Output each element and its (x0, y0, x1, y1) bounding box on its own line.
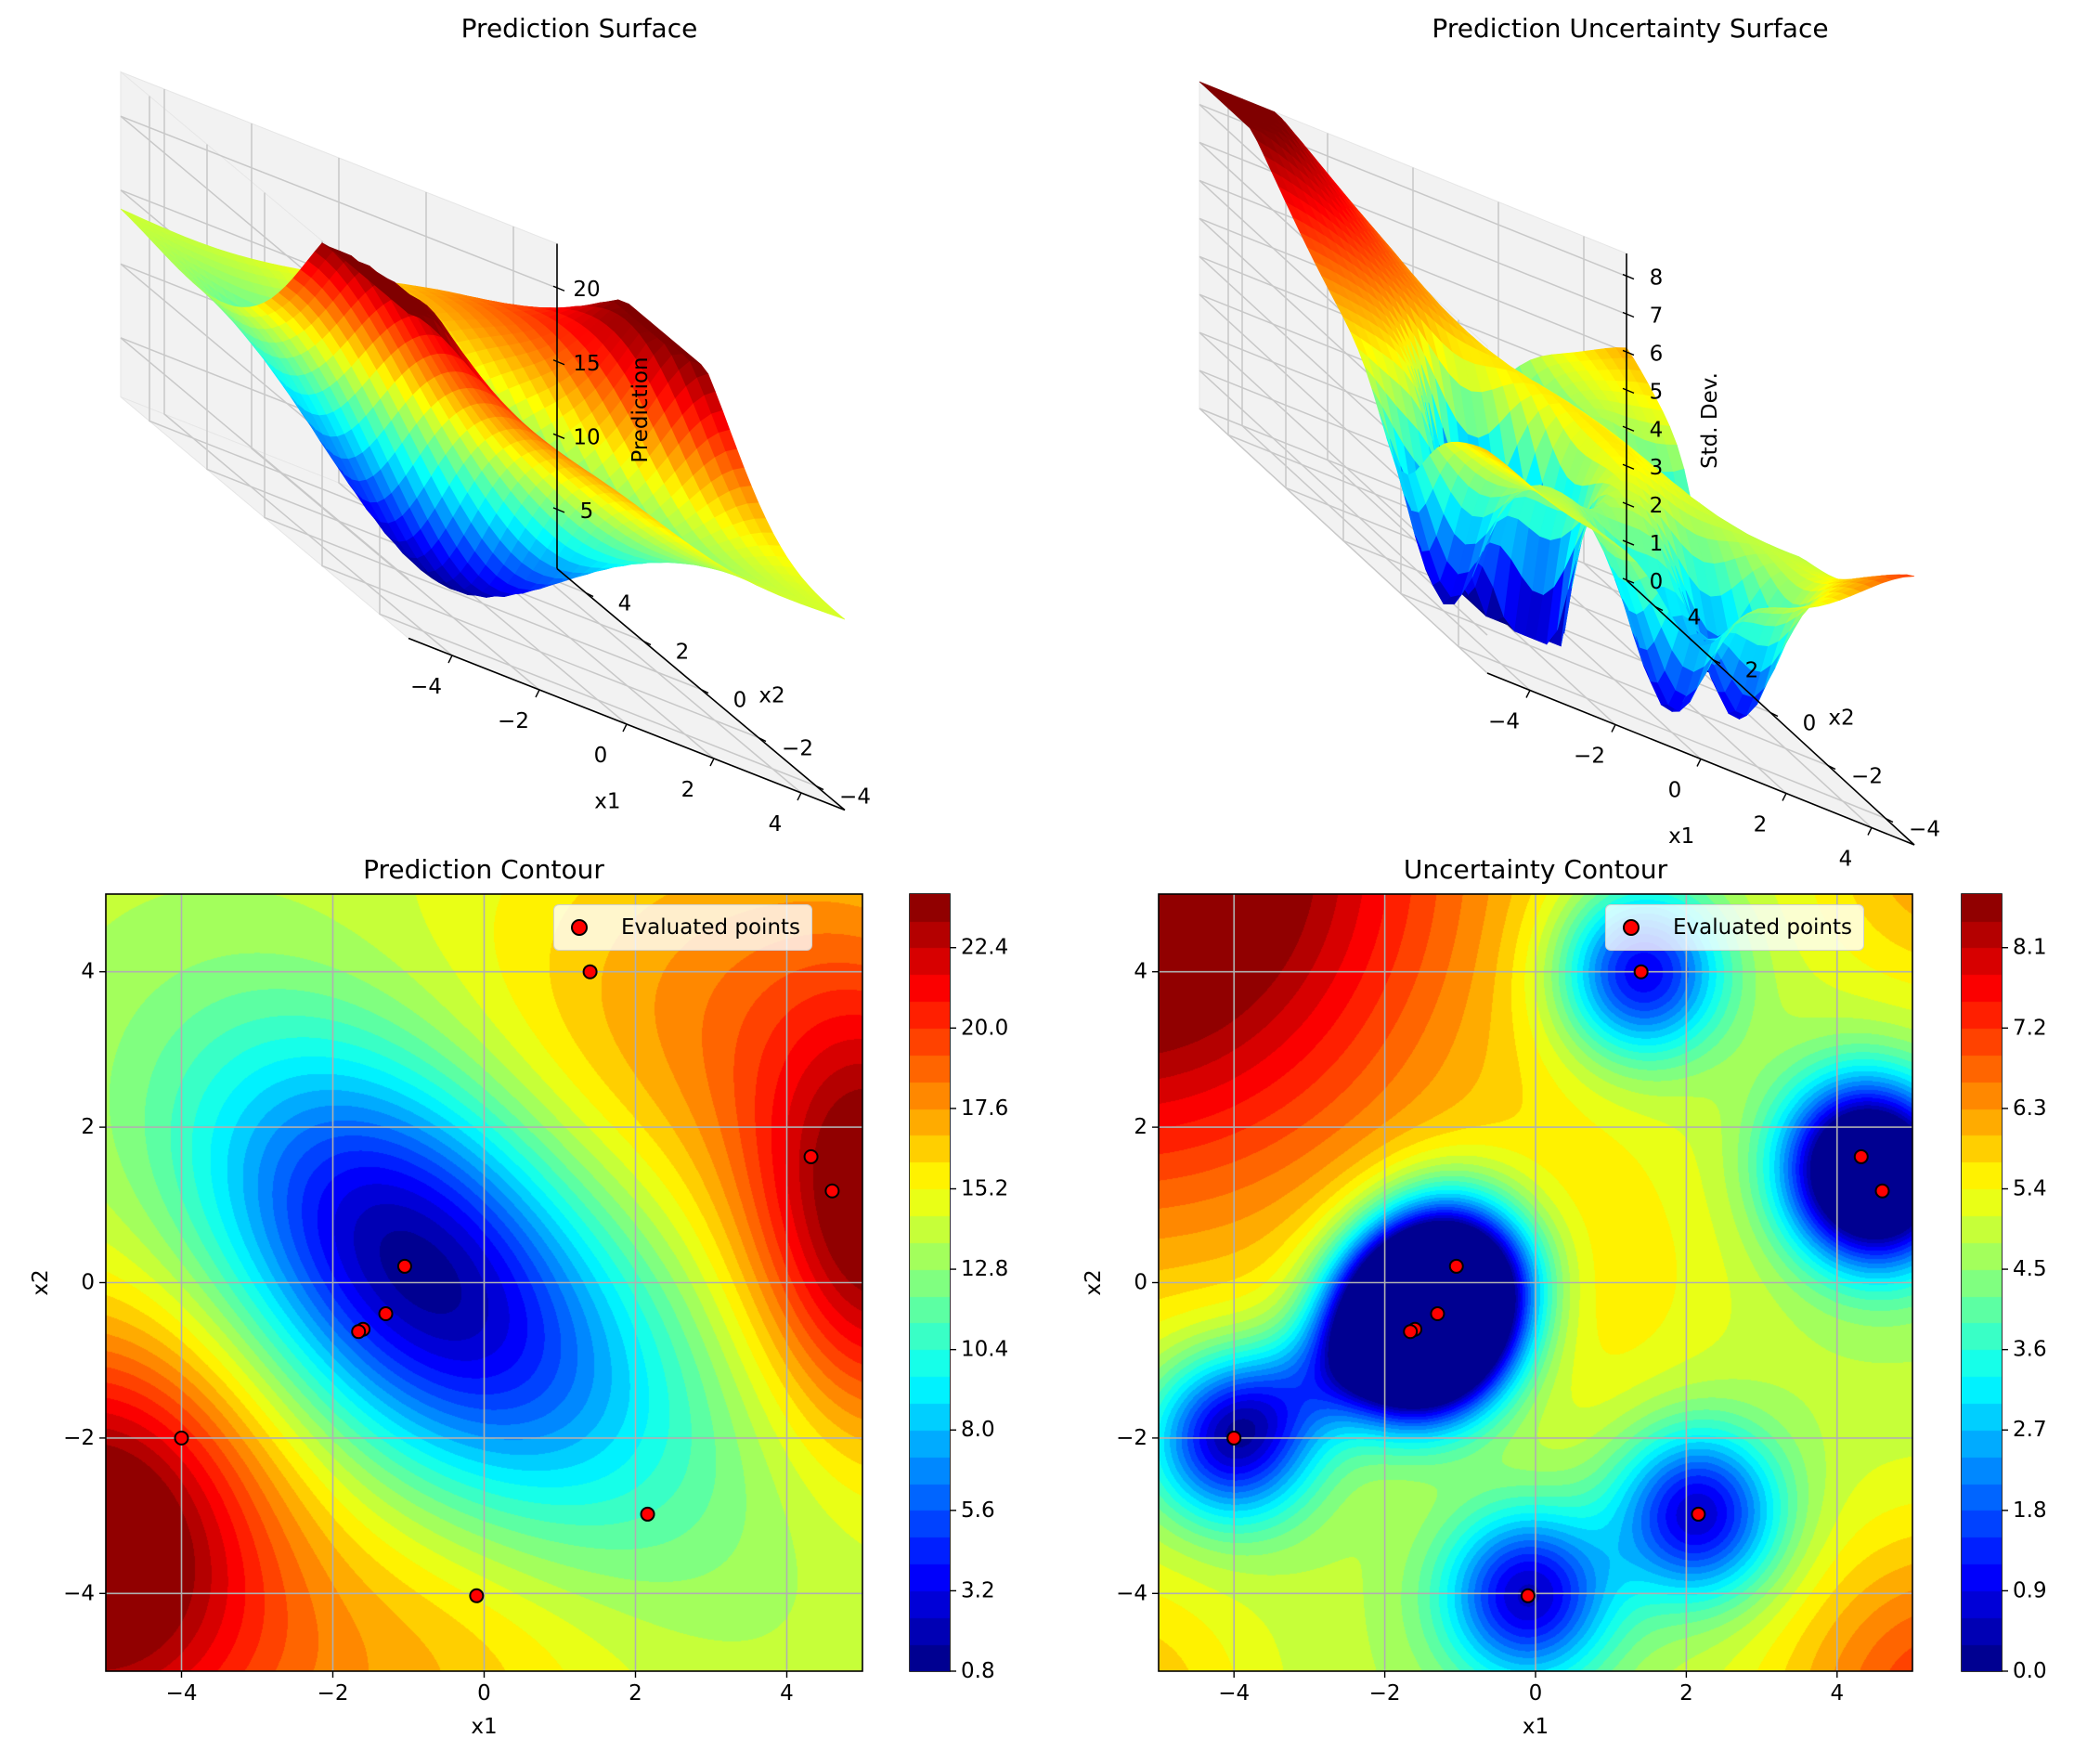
x1-tick (447, 655, 453, 664)
surface-uncertainty-title: Prediction Uncertainty Surface (1432, 13, 1829, 44)
x2-tick (815, 785, 824, 791)
colorbar-tick-label: 0.9 (2013, 1578, 2047, 1602)
evaluated-point (1448, 1258, 1464, 1274)
evaluated-point (1430, 1305, 1445, 1321)
legend-marker-icon (1623, 919, 1640, 936)
x-tick-label: 4 (1830, 1681, 1844, 1706)
surface-mesh (1199, 81, 1915, 720)
x2-tick-label: 4 (618, 592, 632, 616)
colorbar-tick-label: 3.6 (2013, 1338, 2047, 1362)
z-tick-label: 10 (573, 425, 600, 449)
y-tick-label: 0 (1134, 1271, 1147, 1295)
y-tick-label: 4 (1134, 960, 1147, 984)
x2-tick (700, 688, 709, 694)
x1-tick (535, 689, 540, 698)
evaluated-point (1853, 1148, 1869, 1164)
evaluated-point (1520, 1588, 1536, 1603)
z-tick (552, 433, 565, 439)
x-axis-label: x1 (1523, 1715, 1549, 1739)
uncertainty-legend: Evaluated points (1605, 904, 1865, 951)
x2-tick (758, 736, 767, 743)
colorbar-tick-label: 8.1 (2013, 936, 2047, 960)
evaluated-point (1226, 1430, 1242, 1446)
y-tick-label: −4 (1116, 1581, 1147, 1605)
colorbar-tick-label: 1.8 (2013, 1498, 2047, 1523)
z-tick-label: 15 (573, 352, 600, 376)
z-tick-label: 5 (580, 499, 594, 524)
x2-axis-label: x2 (758, 684, 784, 708)
evaluated-point (1633, 964, 1649, 979)
x1-axis-label: x1 (594, 790, 620, 814)
colorbar-tick-label: 5.4 (2013, 1176, 2047, 1200)
colorbar-tick-label: 4.5 (2013, 1257, 2047, 1281)
x-tick-label: 2 (1679, 1681, 1693, 1706)
x2-tick (642, 640, 652, 646)
x1-tick (622, 723, 628, 733)
x1-tick (797, 792, 802, 801)
x2-tick-label: −2 (782, 737, 813, 761)
x1-tick-label: −2 (498, 709, 529, 733)
y-tick-label: 2 (1134, 1115, 1147, 1139)
y-axis-label: x2 (1082, 1269, 1106, 1295)
x2-tick-label: −4 (839, 785, 871, 810)
x2-tick (585, 591, 594, 598)
x-tick-label: −2 (1369, 1681, 1401, 1706)
x1-tick-label: 4 (769, 812, 783, 837)
evaluated-point (1403, 1324, 1419, 1340)
x2-tick-label: 2 (676, 641, 690, 665)
surface-patch (826, 609, 846, 620)
grid-line (163, 89, 453, 656)
evaluated-point (1691, 1506, 1706, 1522)
z-tick-label: 20 (573, 278, 600, 302)
x2-tick-label: 0 (733, 689, 747, 713)
x1-tick-label: −4 (410, 675, 442, 699)
colorbar-tick-label: 2.7 (2013, 1418, 2047, 1442)
x-tick-label: −4 (1218, 1681, 1250, 1706)
legend-label: Evaluated points (1673, 915, 1853, 940)
x1-tick-label: 2 (681, 778, 695, 802)
surface-prediction-title: Prediction Surface (460, 13, 698, 44)
colorbar-tick-label: 7.2 (2013, 1016, 2047, 1040)
z-tick (552, 507, 565, 513)
y-tick-label: −2 (1116, 1426, 1147, 1450)
x1-tick-label: 0 (594, 744, 608, 768)
colorbar-tick-label: 0.0 (2013, 1659, 2047, 1683)
uncertainty-colorbar (1962, 894, 2002, 1671)
grid-lines (1159, 894, 1912, 1671)
x1-tick (709, 758, 715, 767)
z-tick (552, 285, 565, 292)
evaluated-point (1874, 1183, 1890, 1199)
contour-prediction-title: Prediction Contour (363, 854, 604, 885)
z-axis-label: Prediction (629, 357, 653, 462)
contour-uncertainty-title: Uncertainty Contour (1403, 854, 1668, 885)
surface-mesh (120, 208, 846, 620)
z-tick (552, 359, 565, 366)
prediction-surface-plot: −4 −2 0 2 4 −4 −2 0 2 4 5 10 15 20 x1 x2 Prediction (120, 71, 871, 837)
x-tick-label: 0 (1529, 1681, 1543, 1706)
colorbar-tick-label: 6.3 (2013, 1096, 2047, 1121)
